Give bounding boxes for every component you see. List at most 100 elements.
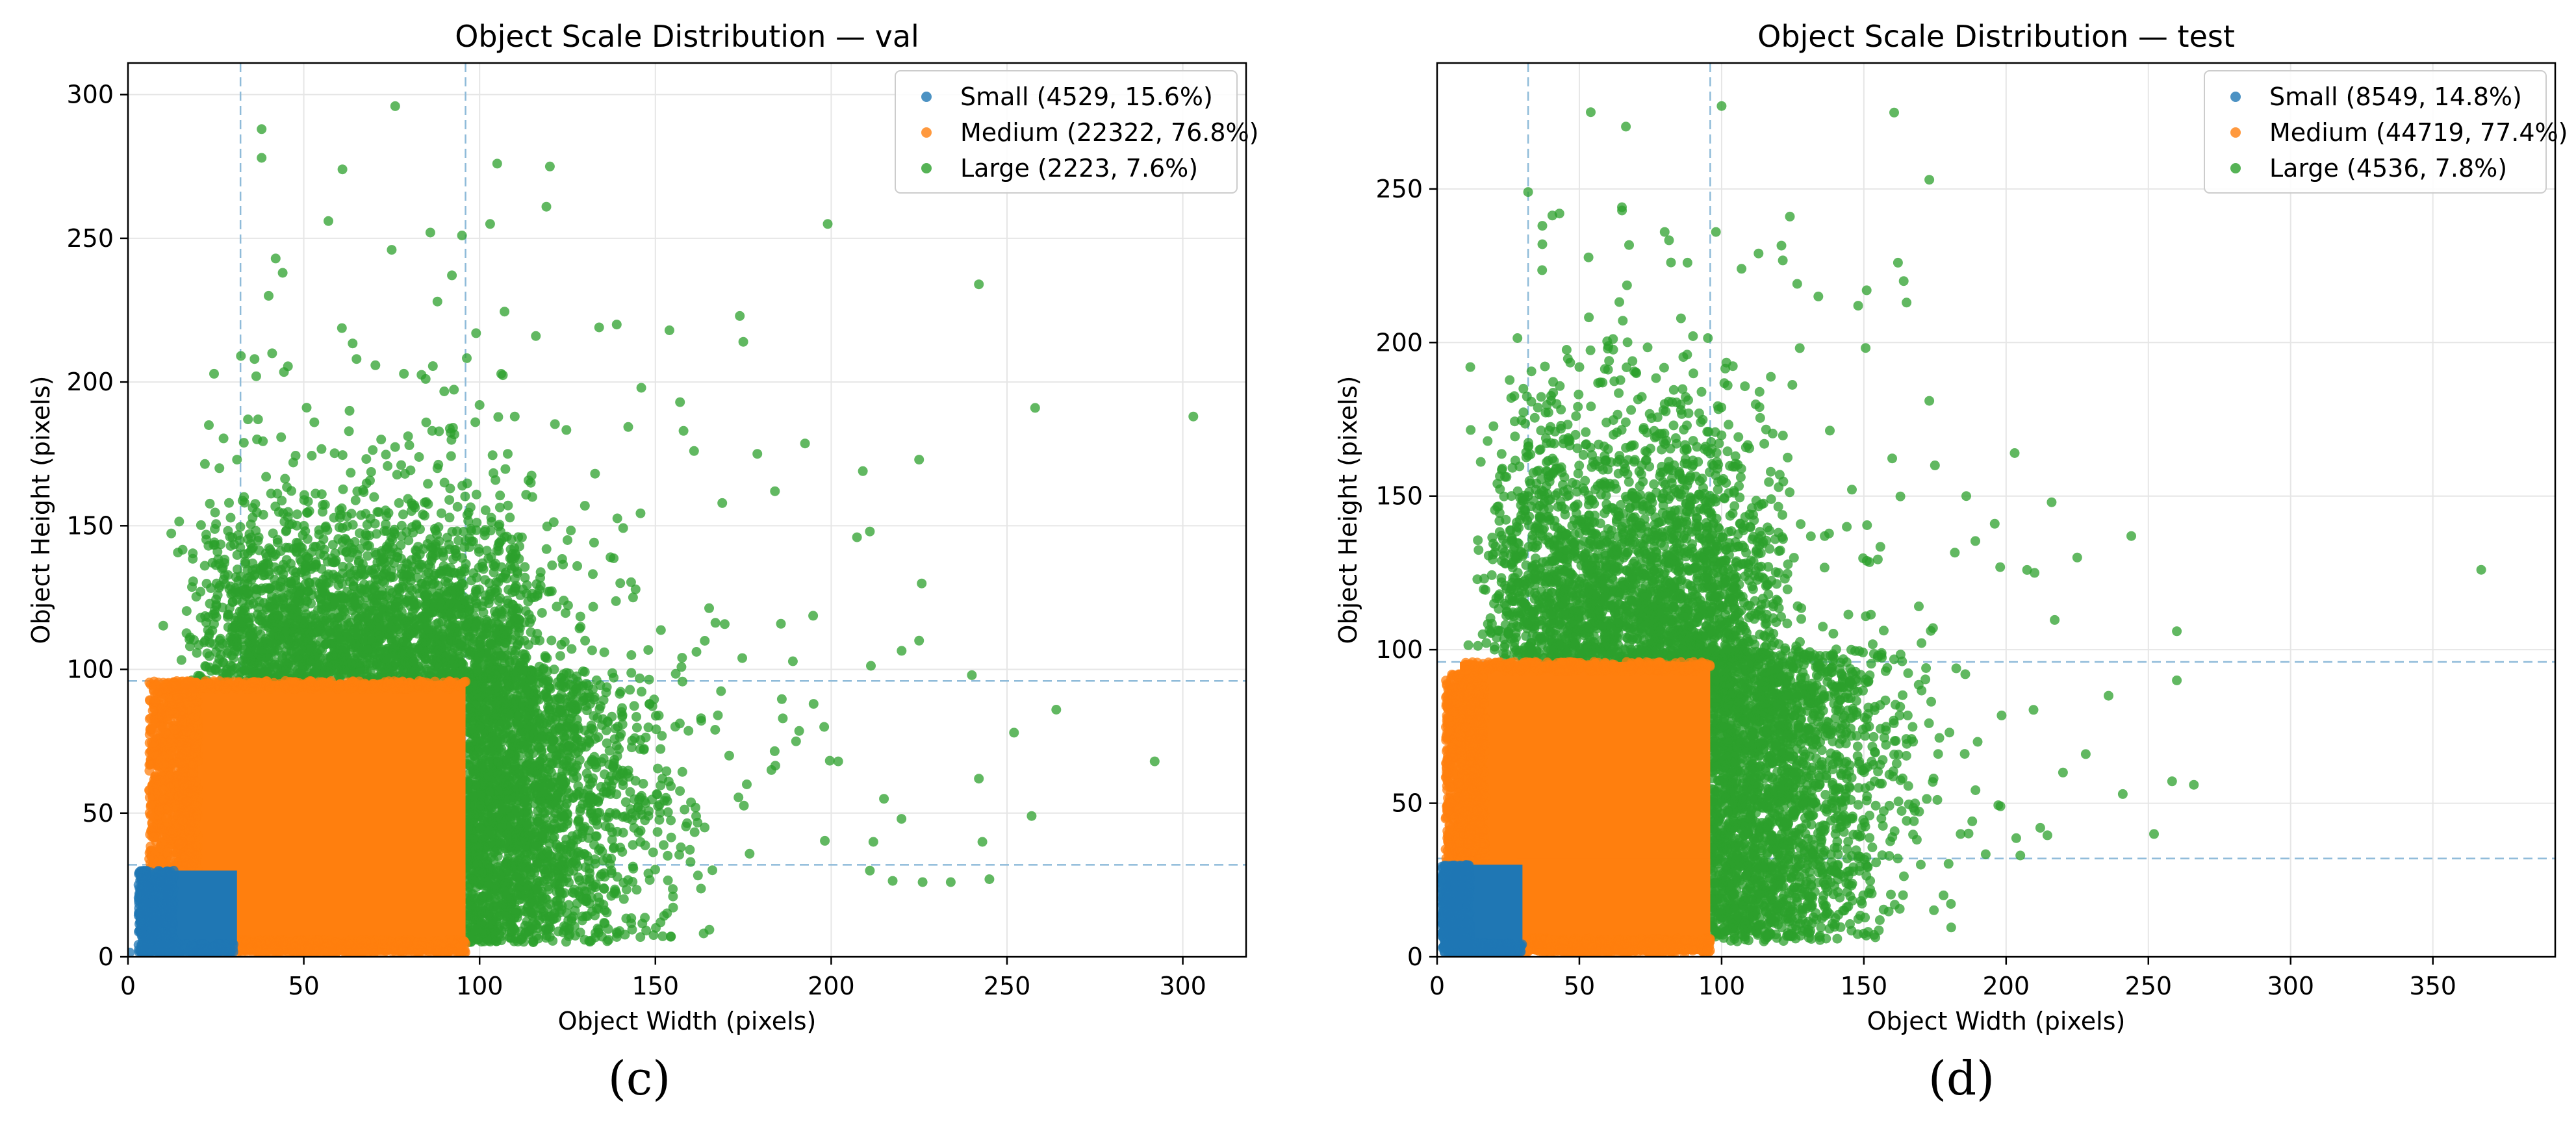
point-large [575,928,585,937]
point-large [486,513,496,523]
point-large [638,779,648,789]
point-large [460,596,470,606]
point-large [255,615,265,626]
point-large [833,756,843,766]
point-large [662,908,672,918]
point-large [176,655,186,665]
point-large [604,813,613,822]
point-large [483,909,494,919]
point-large [511,702,521,711]
point-large [535,635,545,646]
point-large [414,452,424,462]
point-large [776,694,787,704]
point-large [513,855,524,866]
point-large [276,564,286,575]
point-large [572,734,583,744]
point-large [531,831,541,842]
point-large [421,637,431,647]
point-large [381,450,391,460]
point-large [497,663,507,674]
point-large [563,600,573,611]
point-large [497,804,507,814]
point-large [527,672,537,682]
point-large [559,811,569,822]
point-large [601,725,611,735]
point-large [562,766,572,776]
point-large [620,930,630,940]
point-large [500,651,510,661]
point-large [675,397,685,407]
point-large [484,657,494,667]
point-large [238,438,249,448]
point-large [447,527,457,537]
point-large [516,720,527,730]
point-large [556,639,567,650]
point-large [243,414,253,425]
point-large [683,726,694,736]
point-large [680,804,690,815]
point-large [337,503,347,513]
point-large [582,911,593,921]
point-large [465,761,475,771]
point-large [631,885,642,895]
point-large [561,784,572,794]
point-large [412,554,422,564]
point-large [471,328,481,338]
point-large [791,736,801,746]
point-large [541,923,551,933]
point-large [507,674,518,684]
point-large [555,844,565,854]
point-large [286,559,296,569]
point-large [278,583,288,593]
point-large [499,778,509,789]
point-large [820,835,830,846]
point-large [372,598,382,609]
point-large [556,724,567,735]
point-large [450,588,461,598]
point-large [490,584,500,594]
point-large [541,544,552,554]
point-large [598,883,609,893]
point-large [337,323,347,333]
point-large [589,815,598,826]
point-large [316,585,327,595]
point-large [350,639,361,650]
point-large [468,833,479,843]
point-large [320,500,330,510]
point-large [490,884,500,894]
point-large [203,612,214,622]
point-large [329,448,340,459]
point-large [386,633,396,644]
point-large [189,635,199,645]
point-large [548,736,557,746]
point-large [674,718,685,729]
point-large [481,745,491,755]
point-large [361,626,371,637]
point-large [631,712,641,722]
point-large [268,603,278,613]
point-large [290,597,301,607]
point-large [457,231,467,240]
point-large [450,545,461,555]
point-large [225,541,236,551]
point-large [227,626,237,637]
point-large [568,850,579,860]
point-large [537,754,547,765]
point-large [677,653,687,663]
point-large [337,450,348,461]
point-large [204,628,214,639]
point-large [510,583,520,593]
point-large [597,846,607,857]
point-large [251,371,261,381]
point-large [499,642,509,652]
point-large [545,702,555,712]
point-large [858,466,868,476]
point-large [389,527,399,537]
point-large [626,577,636,587]
point-large [483,779,494,789]
point-large [546,856,556,867]
point-large [515,877,525,887]
point-large [578,894,588,904]
point-large [585,699,595,709]
point-large [280,474,290,484]
